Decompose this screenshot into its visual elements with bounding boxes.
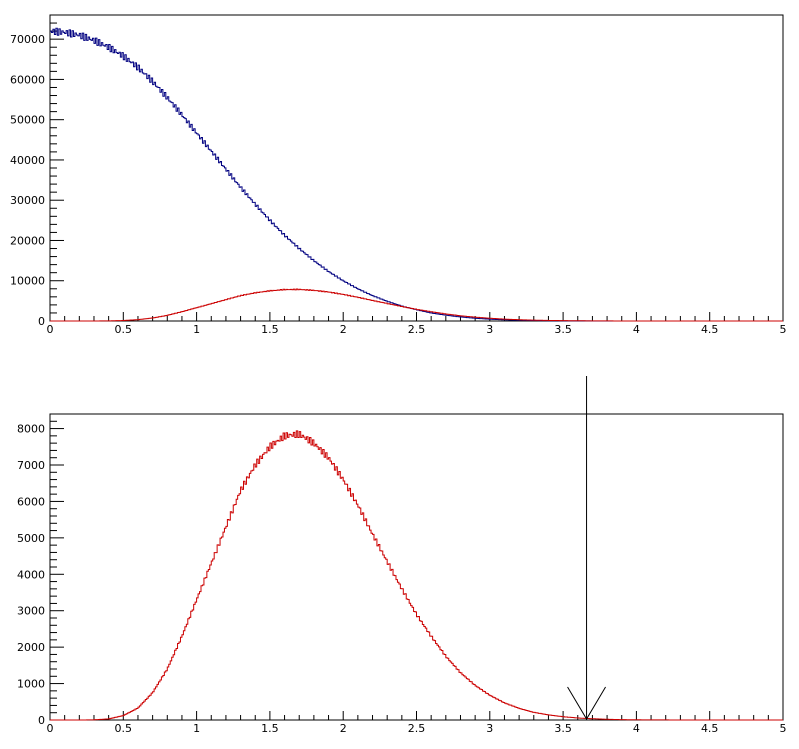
y-tick-label: 8000	[17, 423, 45, 436]
x-tick-label: 2.5	[408, 323, 426, 336]
x-tick-label: 3	[486, 323, 493, 336]
x-tick-label: 5	[780, 323, 787, 336]
x-tick-label: 0	[47, 323, 54, 336]
x-tick-label: 0.5	[115, 722, 133, 735]
plot-frame	[49, 413, 784, 721]
x-tick-label: 3	[486, 722, 493, 735]
y-tick-label: 6000	[17, 495, 45, 508]
y-tick-label: 3000	[17, 605, 45, 618]
plot-frame	[49, 14, 784, 322]
x-tick-label: 0	[47, 722, 54, 735]
top-histogram-panel: 0 0.5 1 1.5 2 2.5 3 3.5 4 4.5 5 0 10000 20000 30000 400…	[10, 14, 787, 336]
x-tick-label: 1	[193, 722, 200, 735]
x-tick-label: 3.5	[554, 722, 572, 735]
x-tick-label: 0.5	[115, 323, 133, 336]
bottom-histogram-panel: 0 0.5 1 1.5 2 2.5 3 3.5 4 4.5 5 0 1000 2000 3000 4000 50…	[17, 376, 787, 735]
y-tick-label: 40000	[10, 154, 45, 167]
x-tick-label: 4	[633, 323, 640, 336]
x-tick-label: 1.5	[261, 323, 279, 336]
x-tick-label: 4.5	[701, 323, 719, 336]
y-tick-label: 2000	[17, 641, 45, 654]
x-tick-label: 2	[340, 722, 347, 735]
x-tick-label: 2.5	[408, 722, 426, 735]
y-tick-label: 1000	[17, 678, 45, 691]
y-tick-label: 4000	[17, 568, 45, 581]
x-tick-label: 3.5	[554, 323, 572, 336]
x-tick-label: 1	[193, 323, 200, 336]
x-tick-label: 4.5	[701, 722, 719, 735]
x-tick-label: 5	[780, 722, 787, 735]
x-tick-label: 1.5	[261, 722, 279, 735]
y-tick-label: 70000	[10, 33, 45, 46]
y-tick-label: 0	[38, 315, 45, 328]
x-tick-label: 2	[340, 323, 347, 336]
y-tick-label: 50000	[10, 114, 45, 127]
y-tick-label: 30000	[10, 194, 45, 207]
histogram-series-0	[50, 430, 783, 721]
y-tick-label: 10000	[10, 275, 45, 288]
x-tick-label: 4	[633, 722, 640, 735]
y-tick-label: 7000	[17, 459, 45, 472]
y-tick-label: 5000	[17, 532, 45, 545]
y-tick-label: 60000	[10, 73, 45, 86]
histogram-series-0	[50, 27, 783, 322]
y-tick-label: 0	[38, 714, 45, 727]
y-tick-label: 20000	[10, 234, 45, 247]
cut-arrow	[567, 686, 606, 720]
histogram-series-1	[50, 288, 783, 322]
